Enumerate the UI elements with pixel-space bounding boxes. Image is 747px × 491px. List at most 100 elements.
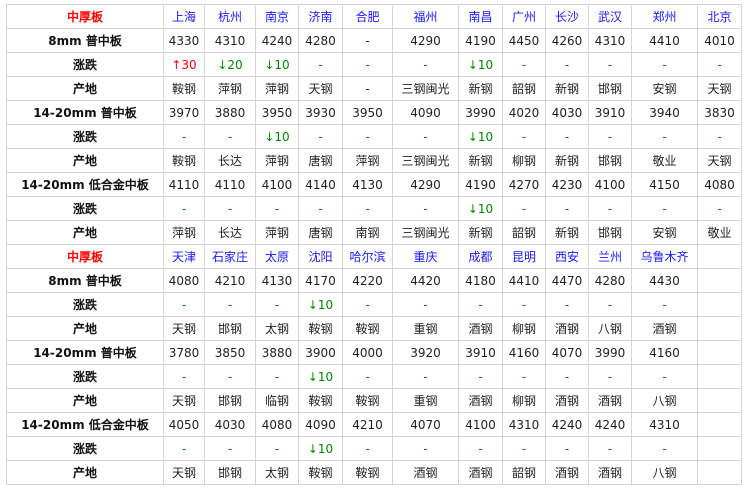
change-cell: ↓10: [298, 292, 343, 317]
city-link[interactable]: 昆明: [502, 244, 546, 269]
price-cell: 4240: [255, 28, 299, 53]
origin-cell: 太钢: [255, 316, 299, 341]
origin-cell: 邯钢: [204, 460, 256, 485]
change-cell: -: [588, 292, 632, 317]
city-link[interactable]: 成都: [458, 244, 503, 269]
change-cell: -: [588, 364, 632, 389]
price-cell: 4470: [545, 268, 589, 293]
price-cell: 4220: [342, 268, 393, 293]
origin-cell: 太钢: [255, 460, 299, 485]
origin-cell: 八钢: [631, 388, 698, 413]
origin-row: 产地 萍钢 长达 萍钢 唐钢 南钢 三钢闽光 新钢 韶钢 新钢 邯钢 安钢 敬业: [6, 220, 742, 245]
change-cell: -: [163, 364, 205, 389]
change-row: 涨跌 - - - - - - ↓10- - - - -: [6, 196, 742, 221]
city-link[interactable]: 太原: [255, 244, 299, 269]
origin-row: 产地 天钢 邯钢 太钢 鞍钢 鞍钢 重钢 酒钢 柳钢 酒钢 八钢 酒钢: [6, 316, 742, 341]
price-cell: 3950: [342, 100, 393, 125]
city-link[interactable]: 乌鲁木齐: [631, 244, 698, 269]
origin-cell: 天钢: [163, 388, 205, 413]
change-cell: -: [298, 52, 343, 77]
city-link[interactable]: 重庆: [392, 244, 459, 269]
origin-cell: 天钢: [697, 76, 742, 101]
row-label: 涨跌: [6, 124, 164, 149]
origin-cell: 酒钢: [545, 388, 589, 413]
origin-cell: 鞍钢: [342, 460, 393, 485]
origin-cell: 酒钢: [631, 316, 698, 341]
city-link[interactable]: 杭州: [204, 4, 256, 29]
origin-cell: 三钢闽光: [392, 220, 459, 245]
change-cell: -: [545, 52, 589, 77]
origin-cell: 萍钢: [255, 148, 299, 173]
change-cell: -: [458, 436, 503, 461]
row-label: 8mm 普中板: [6, 28, 164, 53]
price-cell: 3990: [588, 340, 632, 365]
change-cell: -: [163, 196, 205, 221]
price-cell: 4100: [255, 172, 299, 197]
row-label: 产地: [6, 148, 164, 173]
price-cell: 4140: [298, 172, 343, 197]
change-cell: -: [502, 52, 546, 77]
city-link[interactable]: 上海: [163, 4, 205, 29]
city-link[interactable]: 北京: [697, 4, 742, 29]
origin-cell: 韶钢: [502, 76, 546, 101]
origin-row: 产地 鞍钢 长达 萍钢 唐钢 萍钢 三钢闽光 新钢 柳钢 新钢 邯钢 敬业 天钢: [6, 148, 742, 173]
city-link[interactable]: 沈阳: [298, 244, 343, 269]
city-link[interactable]: 广州: [502, 4, 546, 29]
origin-cell: 酒钢: [588, 460, 632, 485]
change-cell: -: [204, 436, 256, 461]
section-title: 中厚板: [6, 4, 164, 29]
price-cell: 3850: [204, 340, 256, 365]
row-label: 14-20mm 低合金中板: [6, 412, 164, 437]
price-row: 14-20mm 低合金中板 4110 4110 4100 4140 4130 4290 419…: [6, 172, 742, 197]
change-row: 涨跌 - - - ↓10- - - - - - -: [6, 364, 742, 389]
price-cell: 3930: [298, 100, 343, 125]
change-cell: ↓10: [255, 52, 299, 77]
city-link[interactable]: 长沙: [545, 4, 589, 29]
change-cell: -: [502, 364, 546, 389]
city-link[interactable]: 郑州: [631, 4, 698, 29]
price-cell: 4080: [697, 172, 742, 197]
price-cell: 4260: [545, 28, 589, 53]
change-cell: -: [163, 436, 205, 461]
city-link[interactable]: 石家庄: [204, 244, 256, 269]
change-cell: [697, 364, 742, 389]
row-label: 产地: [6, 460, 164, 485]
change-cell: ↓10: [458, 52, 503, 77]
origin-cell: 新钢: [458, 220, 503, 245]
city-link[interactable]: 济南: [298, 4, 343, 29]
price-cell: 4160: [502, 340, 546, 365]
price-cell: 4130: [255, 268, 299, 293]
origin-cell: 邯钢: [588, 220, 632, 245]
change-cell: -: [204, 124, 256, 149]
city-link[interactable]: 西安: [545, 244, 589, 269]
change-cell: -: [392, 196, 459, 221]
city-link[interactable]: 兰州: [588, 244, 632, 269]
change-cell: -: [342, 52, 393, 77]
change-cell: ↓10: [298, 364, 343, 389]
city-link[interactable]: 合肥: [342, 4, 393, 29]
city-link[interactable]: 哈尔滨: [342, 244, 393, 269]
origin-cell: 南钢: [342, 220, 393, 245]
change-cell: -: [631, 196, 698, 221]
row-label: 涨跌: [6, 196, 164, 221]
section-title: 中厚板: [6, 244, 164, 269]
origin-cell: -: [342, 76, 393, 101]
city-link[interactable]: 南京: [255, 4, 299, 29]
price-cell: 4160: [631, 340, 698, 365]
price-cell: 4030: [545, 100, 589, 125]
origin-cell: 邯钢: [204, 316, 256, 341]
city-link[interactable]: 天津: [163, 244, 205, 269]
city-link[interactable]: 武汉: [588, 4, 632, 29]
city-link[interactable]: 福州: [392, 4, 459, 29]
city-link[interactable]: 南昌: [458, 4, 503, 29]
origin-cell: 安钢: [631, 76, 698, 101]
origin-cell: 鞍钢: [342, 388, 393, 413]
origin-row: 产地 天钢 邯钢 太钢 鞍钢 鞍钢 酒钢 酒钢 韶钢 酒钢 酒钢 八钢: [6, 460, 742, 485]
price-cell: 3950: [255, 100, 299, 125]
row-label: 14-20mm 低合金中板: [6, 172, 164, 197]
price-cell: 4030: [204, 412, 256, 437]
price-cell: -: [342, 28, 393, 53]
change-cell: -: [342, 364, 393, 389]
change-cell: -: [392, 292, 459, 317]
origin-cell: 萍钢: [342, 148, 393, 173]
